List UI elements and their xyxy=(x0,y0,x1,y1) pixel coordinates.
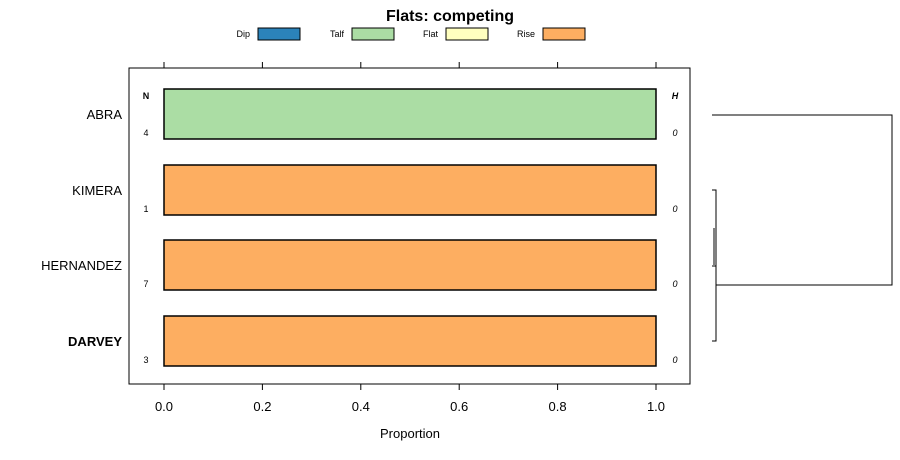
bar-talf-abra xyxy=(163,88,657,140)
right-column-header: H xyxy=(672,91,679,101)
x-tick-label: 0.2 xyxy=(253,399,271,414)
legend-label-rise: Rise xyxy=(517,29,535,39)
dendrogram-branch xyxy=(712,114,893,286)
left-column-header: N xyxy=(143,91,150,101)
left-column-value: 1 xyxy=(143,204,148,214)
x-axis-title: Proportion xyxy=(380,426,440,441)
left-column-value: 7 xyxy=(143,279,148,289)
right-column-value: 0 xyxy=(672,355,677,365)
category-label: KIMERA xyxy=(72,183,122,198)
x-tick-label: 0.6 xyxy=(450,399,468,414)
bar-rise-kimera xyxy=(163,164,657,216)
left-column-value: 3 xyxy=(143,355,148,365)
x-tick-label: 0.8 xyxy=(549,399,567,414)
right-column-value: 0 xyxy=(672,204,677,214)
legend-swatch-flat xyxy=(445,27,489,41)
legend-label-talf: Talf xyxy=(330,29,345,39)
x-axis: 0.0 0.2 0.4 0.6 0.8 1.0 xyxy=(155,384,665,414)
chart-title: Flats: competing xyxy=(386,8,514,25)
top-axis xyxy=(163,62,657,68)
legend-swatch-dip xyxy=(257,27,301,41)
legend: Dip Talf Flat Rise xyxy=(236,27,586,41)
category-label: ABRA xyxy=(87,107,123,122)
x-tick-label: 0.4 xyxy=(352,399,370,414)
bar-rise-darvey xyxy=(163,315,657,367)
legend-swatch-talf xyxy=(351,27,395,41)
right-column-value: 0 xyxy=(672,128,677,138)
right-column-value: 0 xyxy=(672,279,677,289)
legend-label-dip: Dip xyxy=(236,29,250,39)
plot-frame xyxy=(128,67,691,385)
category-label: HERNANDEZ xyxy=(41,258,122,273)
bar-rise-hernandez xyxy=(163,239,657,291)
left-column-value: 4 xyxy=(143,128,148,138)
legend-label-flat: Flat xyxy=(423,29,439,39)
category-label: DARVEY xyxy=(68,334,122,349)
legend-swatch-rise xyxy=(542,27,586,41)
bar-rows: ABRA 4 0 KIMERA 1 0 HERNANDEZ 7 0 DARVEY 3 0 xyxy=(41,88,678,367)
dendrogram xyxy=(712,114,893,342)
x-tick-label: 1.0 xyxy=(647,399,665,414)
x-tick-label: 0.0 xyxy=(155,399,173,414)
